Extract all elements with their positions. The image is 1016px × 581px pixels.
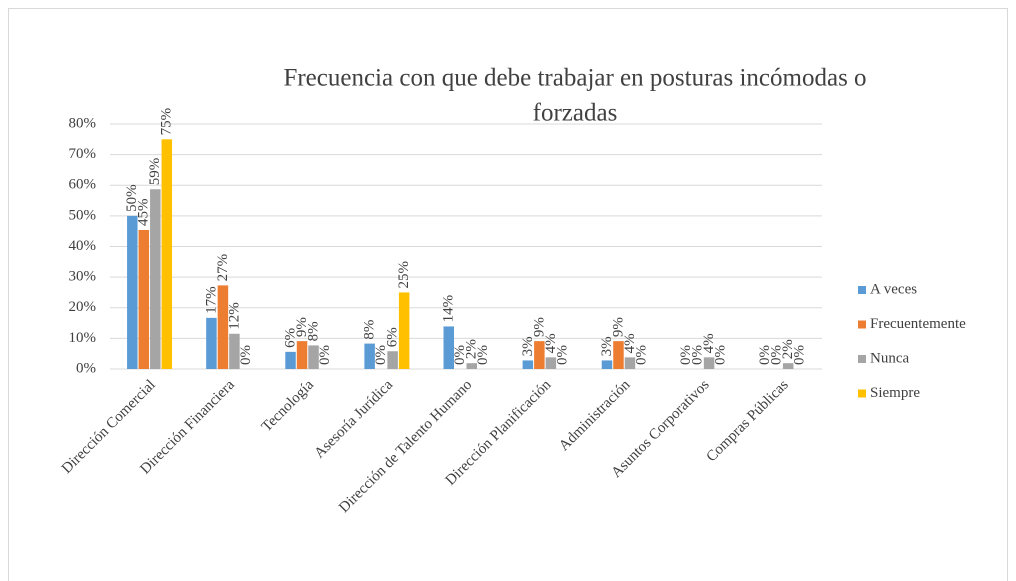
value-label: 0% [633,345,649,365]
y-tick-label: 30% [69,269,97,285]
bar [545,357,557,369]
value-label: 0% [713,345,729,365]
y-tick-label: 20% [69,299,97,315]
legend-swatch [858,355,866,363]
bar [398,292,410,369]
bar [229,333,240,369]
value-label: 0% [769,345,785,365]
value-label: 6% [385,327,401,347]
value-label: 0% [554,345,570,365]
value-label: 25% [396,261,412,289]
value-label: 50% [124,184,140,212]
value-label: 4% [622,333,638,353]
y-tick-label: 0% [76,360,96,376]
value-label: 9% [610,317,626,337]
value-label: 0% [757,345,773,365]
legend-swatch [858,286,866,294]
value-label: 9% [531,317,547,337]
bar [308,345,319,369]
legend-swatch [858,389,866,398]
value-label: 3% [520,336,536,356]
chart-title: Frecuencia con que debe trabajar en post… [283,65,866,92]
value-label: 0% [475,345,491,365]
value-label: 0% [690,345,706,365]
bar [364,343,375,369]
bar [613,341,624,369]
bar [387,351,398,369]
value-label: 75% [159,108,175,136]
legend-label: Nunca [870,350,909,366]
value-label: 59% [147,158,163,186]
bar [703,357,715,369]
legend-label: Siempre [870,385,920,401]
legend-label: Frecuentemente [870,316,966,332]
bar [127,215,138,369]
value-label: 6% [282,328,298,348]
value-label: 45% [136,198,152,226]
value-label: 8% [362,320,378,340]
value-label: 4% [701,333,717,353]
value-label: 0% [373,345,389,365]
value-label: 4% [543,333,559,353]
value-label: 8% [305,321,321,341]
bar [522,360,534,369]
value-label: 2% [464,339,480,359]
y-tick-label: 40% [69,238,97,254]
y-tick-label: 60% [69,177,97,193]
bar [466,363,477,369]
y-tick-label: 50% [69,207,97,223]
chart-frame [8,8,1008,581]
value-label: 27% [215,254,231,282]
value-label: 0% [678,345,694,365]
value-label: 2% [780,339,796,359]
value-label: 9% [294,317,310,337]
bar [296,341,308,369]
y-tick-label: 10% [69,330,97,346]
value-label: 17% [203,286,219,314]
value-label: 12% [226,302,242,330]
bar [534,341,545,369]
value-label: 0% [317,345,333,365]
value-label: 3% [599,336,615,356]
value-label: 0% [452,345,468,365]
bar [150,189,161,369]
value-label: 0% [238,345,254,365]
chart-title: forzadas [533,100,618,127]
bar [443,326,454,369]
value-label: 14% [441,295,457,323]
y-tick-label: 80% [69,115,97,131]
bar [161,139,173,369]
bar [624,357,636,369]
legend-label: A veces [870,281,917,297]
bar [138,229,150,369]
legend-swatch [858,320,866,329]
bar [206,317,217,369]
value-label: 0% [792,345,808,365]
bar [782,363,794,369]
y-tick-label: 70% [69,146,97,162]
bar [601,360,613,369]
bar [217,285,229,369]
bar [285,351,296,369]
